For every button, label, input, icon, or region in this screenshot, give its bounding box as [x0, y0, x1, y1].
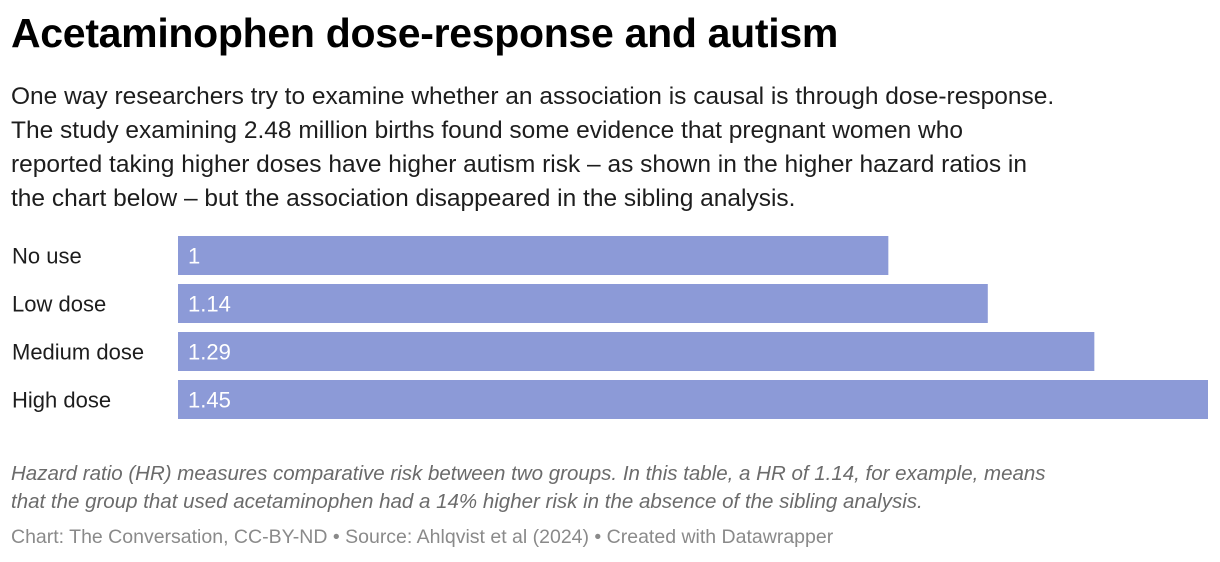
category-label: High dose	[12, 388, 111, 413]
description-line: the chart below – but the association di…	[11, 185, 796, 212]
bar-chart: No use 1 Low dose 1.14 Medium dose 1.29 High d…	[12, 236, 1208, 419]
chart-footer: Chart: The Conversation, CC-BY-ND • Sour…	[11, 526, 834, 548]
bar	[178, 236, 889, 275]
notes-line: that the group that used acetaminophen h…	[11, 490, 923, 513]
category-label: Low dose	[12, 292, 106, 317]
bar	[178, 380, 1208, 419]
description-line: The study examining 2.48 million births …	[11, 117, 963, 144]
chart-description: One way researchers try to examine wheth…	[11, 80, 1211, 216]
bar-value-label: 1.45	[188, 388, 231, 413]
bar	[178, 284, 988, 323]
bar-value-label: 1	[188, 244, 200, 269]
chart-notes: Hazard ratio (HR) measures comparative r…	[11, 460, 1211, 516]
bar	[178, 332, 1095, 371]
bar-value-label: 1.14	[188, 292, 231, 317]
notes-line: Hazard ratio (HR) measures comparative r…	[11, 462, 1046, 485]
chart-title: Acetaminophen dose-response and autism	[11, 10, 838, 56]
category-label: Medium dose	[12, 340, 144, 365]
category-label: No use	[12, 244, 82, 269]
bar-value-label: 1.29	[188, 340, 231, 365]
description-line: reported taking higher doses have higher…	[11, 151, 1027, 178]
description-line: One way researchers try to examine wheth…	[11, 83, 1055, 110]
